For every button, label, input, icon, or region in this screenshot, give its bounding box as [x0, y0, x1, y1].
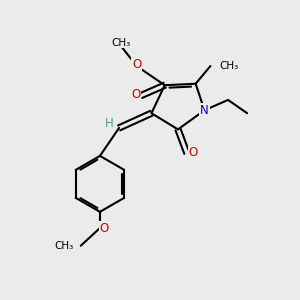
- Text: O: O: [100, 221, 109, 235]
- Text: H: H: [105, 117, 114, 130]
- Text: O: O: [132, 58, 141, 71]
- Text: CH₃: CH₃: [54, 241, 74, 251]
- Text: CH₃: CH₃: [219, 61, 238, 71]
- Text: CH₃: CH₃: [111, 38, 130, 47]
- Text: O: O: [131, 88, 140, 100]
- Text: N: N: [200, 104, 209, 117]
- Text: O: O: [189, 146, 198, 159]
